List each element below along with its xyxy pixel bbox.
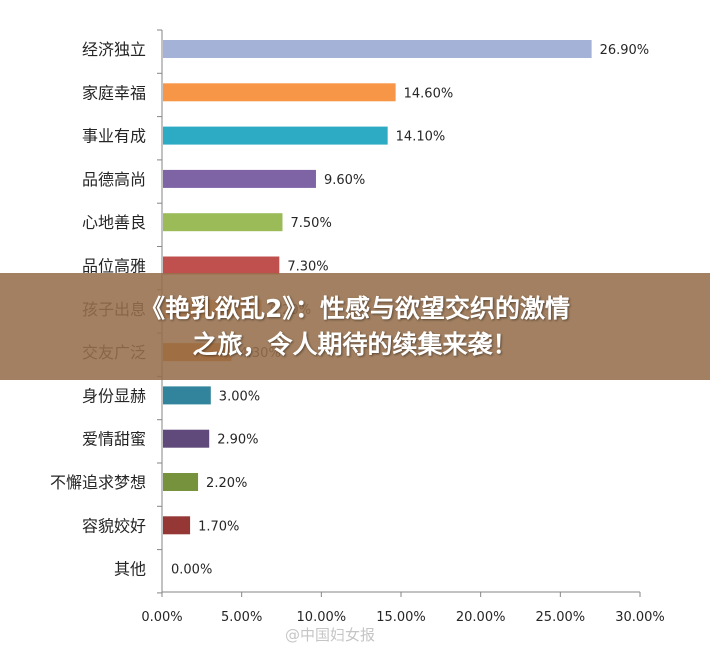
x-tick-label: 20.00% [456, 610, 506, 625]
category-label: 事业有成 [82, 127, 146, 146]
bar [163, 40, 592, 58]
x-tick-label: 25.00% [536, 610, 586, 625]
bar [163, 256, 280, 275]
headline-line-1: 《艳乳欲乱2》：性感与欲望交织的激情 [140, 293, 570, 323]
headline-banner: 《艳乳欲乱2》：性感与欲望交织的激情 之旅，令人期待的续集来袭！ [0, 273, 710, 380]
category-label: 心地善良 [82, 213, 146, 232]
category-label: 经济独立 [82, 40, 146, 59]
bar [163, 213, 283, 232]
category-label: 爱情甜蜜 [82, 430, 146, 449]
category-label: 品位高雅 [82, 257, 146, 276]
x-tick-label: 0.00% [141, 610, 182, 625]
x-tick-label: 10.00% [297, 610, 347, 625]
bar [163, 386, 211, 405]
bar [163, 126, 388, 145]
value-label: 7.50% [291, 216, 332, 231]
x-tick-label: 30.00% [615, 610, 665, 625]
category-label: 家庭幸福 [82, 83, 146, 102]
bar [163, 516, 191, 535]
value-label: 3.00% [219, 389, 260, 404]
headline-text: 《艳乳欲乱2》：性感与欲望交织的激情 之旅，令人期待的续集来袭！ [35, 291, 675, 363]
value-label: 2.90% [217, 433, 258, 448]
watermark: @中国妇女报 [285, 626, 376, 644]
bar [163, 83, 396, 102]
value-label: 1.70% [198, 519, 239, 534]
value-label: 14.10% [396, 130, 446, 145]
category-label: 身份显赫 [82, 386, 146, 405]
x-tick-label: 5.00% [221, 610, 262, 625]
bar [163, 169, 316, 188]
bar [163, 473, 199, 491]
x-tick-label: 15.00% [376, 610, 426, 625]
value-label: 9.60% [324, 173, 365, 188]
value-label: 2.20% [206, 476, 247, 491]
value-label: 0.00% [171, 563, 212, 578]
bar [163, 429, 210, 448]
category-label: 不懈追求梦想 [50, 473, 146, 492]
category-label: 品德高尚 [82, 170, 146, 189]
value-label: 7.30% [287, 260, 328, 275]
value-label: 26.90% [600, 43, 650, 58]
category-label: 其他 [114, 560, 146, 579]
category-label: 容貌姣好 [82, 516, 146, 535]
value-label: 14.60% [404, 86, 454, 101]
headline-line-2: 之旅，令人期待的续集来袭！ [192, 329, 518, 359]
